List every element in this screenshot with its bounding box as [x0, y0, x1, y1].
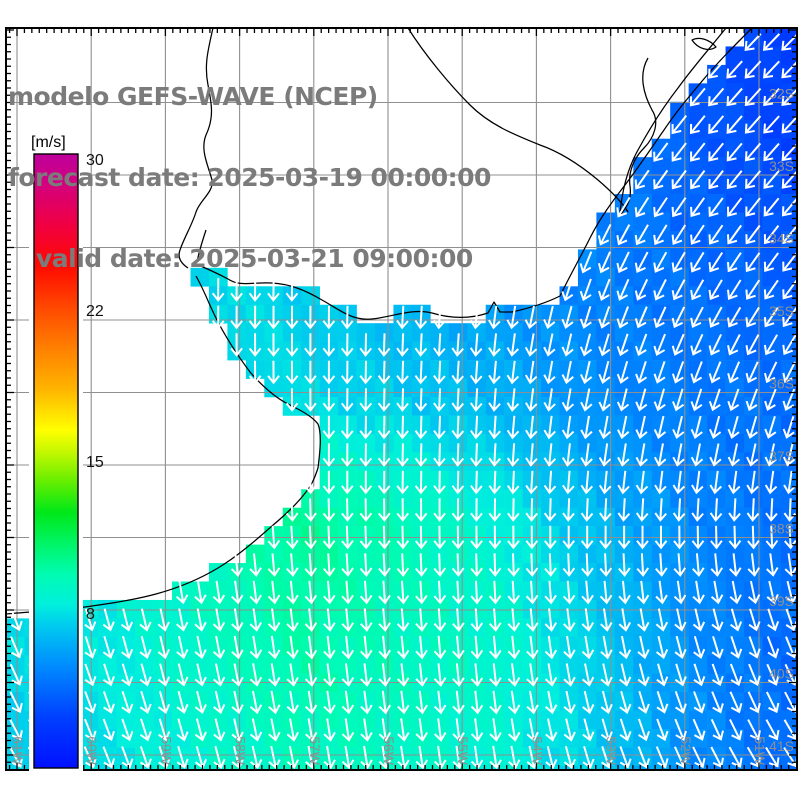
- lon-label-53W: 53W: [604, 736, 620, 766]
- model-name: modelo GEFS-WAVE (NCEP): [8, 82, 378, 111]
- lat-label-32S: 32S: [769, 86, 794, 102]
- lon-label-51W: 51W: [752, 736, 768, 766]
- lon-label-61W: 61W: [10, 736, 26, 766]
- colorbar-tick-8: 8: [86, 606, 95, 623]
- lat-lon-labels: 32S 33S 34S 35S 36S 37S 38S 39S 40S 41S 61W 60W 59W 5…: [10, 86, 794, 766]
- valid-date: valid date: 2025-03-21 09:00:00: [36, 244, 473, 273]
- lon-label-57W: 57W: [307, 736, 323, 766]
- lon-label-59W: 59W: [158, 736, 174, 766]
- lon-label-58W: 58W: [233, 736, 249, 766]
- colorbar: [m/s] 30 22 15 8: [29, 134, 104, 772]
- lat-label-40S: 40S: [769, 666, 794, 682]
- lat-label-41S: 41S: [769, 738, 794, 754]
- colorbar-tick-30: 30: [86, 152, 104, 169]
- lon-label-52W: 52W: [678, 736, 694, 766]
- lon-label-54W: 54W: [529, 736, 545, 766]
- colorbar-tick-15: 15: [86, 454, 104, 471]
- coastline: [5, 27, 753, 615]
- lat-label-38S: 38S: [769, 521, 794, 537]
- map-ticks: [6, 28, 797, 770]
- lon-label-60W: 60W: [84, 736, 100, 766]
- lat-label-39S: 39S: [769, 593, 794, 609]
- map-border: [5, 27, 798, 771]
- lat-label-33S: 33S: [769, 158, 794, 174]
- lon-label-55W: 55W: [455, 736, 471, 766]
- colorbar-unit-label: [m/s]: [31, 134, 66, 151]
- forecast-date: forecast date: 2025-03-19 00:00:00: [8, 163, 491, 192]
- colorbar-tick-22: 22: [86, 303, 104, 320]
- lat-label-37S: 37S: [769, 448, 794, 464]
- lat-label-36S: 36S: [769, 376, 794, 392]
- lat-label-35S: 35S: [769, 303, 794, 319]
- lon-label-56W: 56W: [381, 736, 397, 766]
- lat-label-34S: 34S: [769, 231, 794, 247]
- map-title-block: modelo GEFS-WAVE (NCEP) forecast date: 2…: [8, 29, 491, 326]
- colorbar-gradient: [33, 153, 79, 769]
